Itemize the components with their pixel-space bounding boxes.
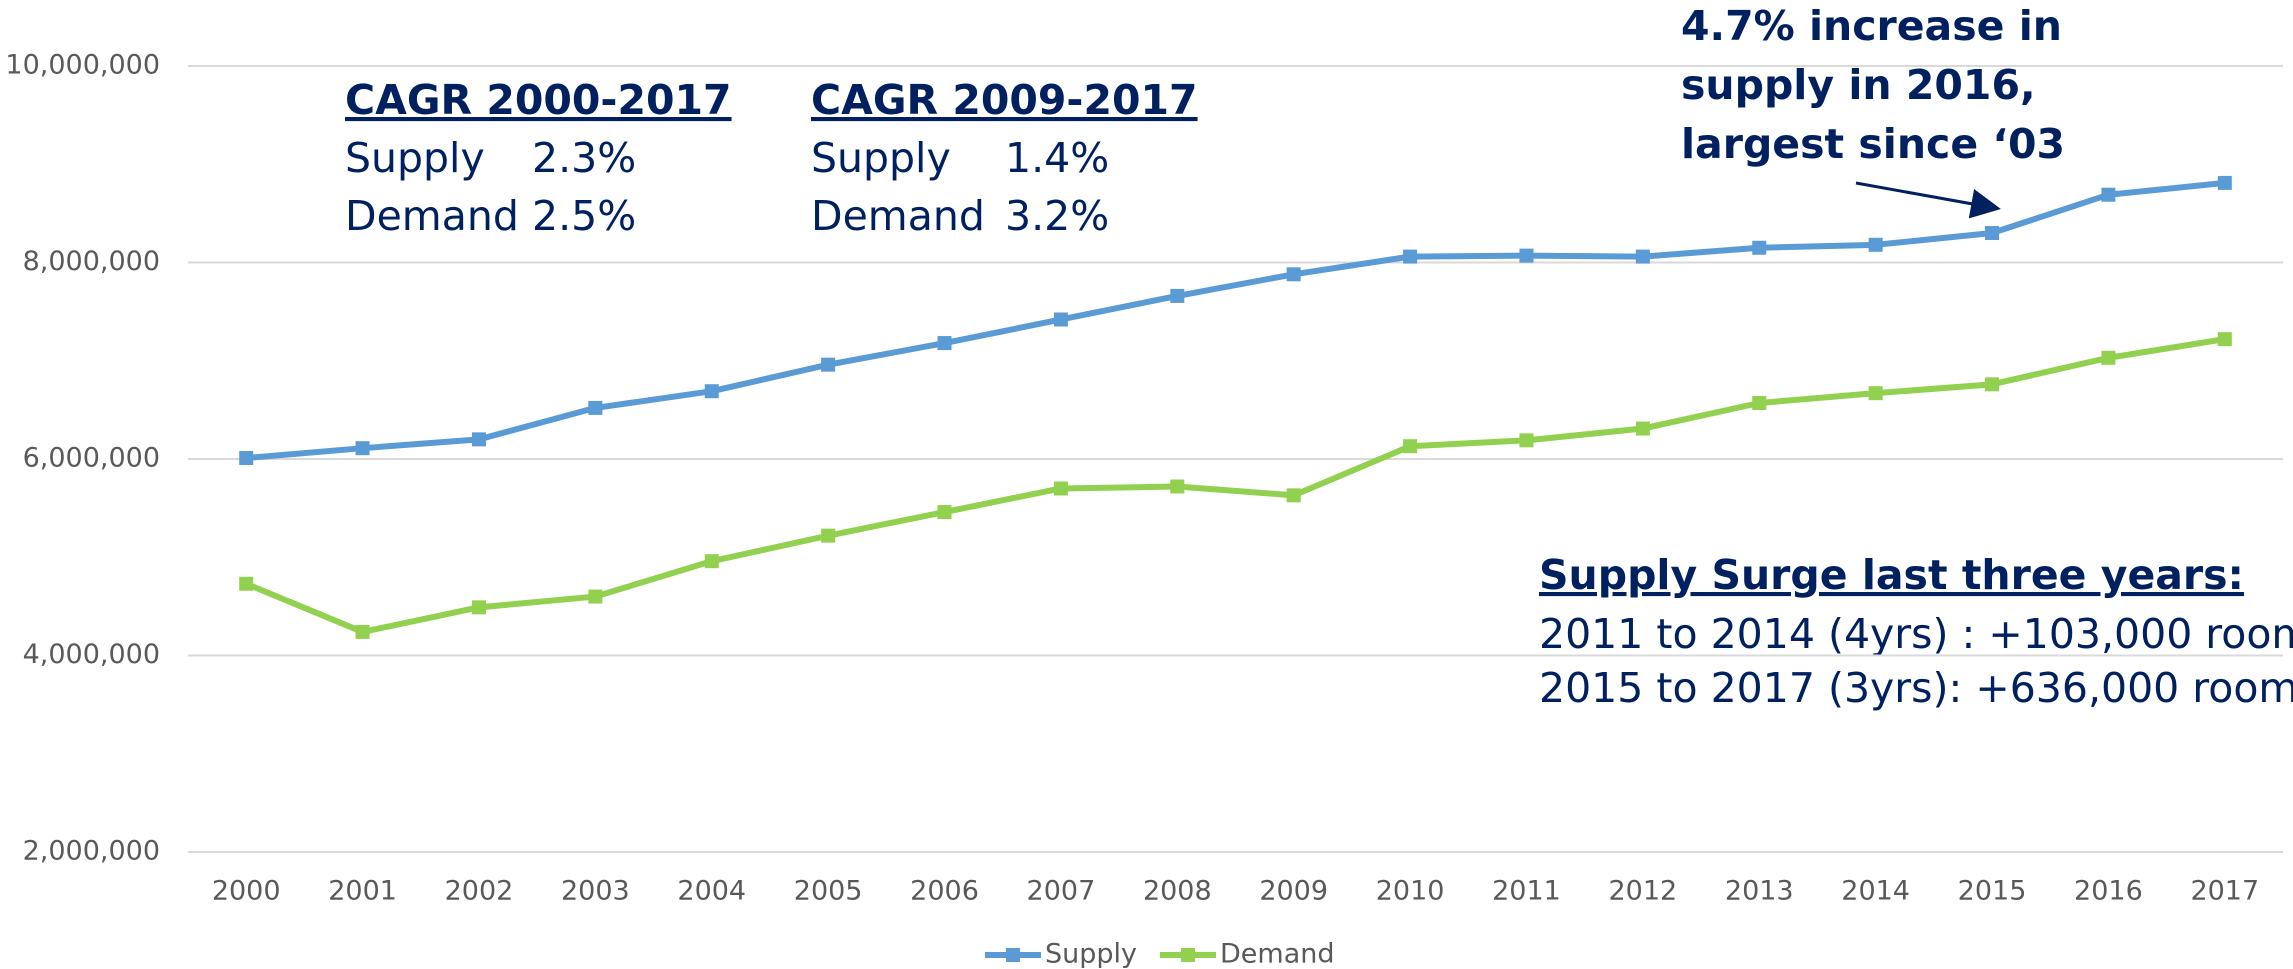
point-marker (1985, 226, 2000, 241)
annotation-arrow (1855, 181, 2001, 219)
point-marker (937, 505, 952, 520)
annotation-text: 2011 to 2014 (4yrs) : +103,000 rooms (1539, 610, 2293, 658)
x-tick-label: 2010 (1376, 876, 1445, 907)
point-marker (239, 451, 254, 466)
point-marker (2217, 175, 2232, 190)
x-tick-label: 2014 (1841, 876, 1910, 907)
point-marker (2217, 332, 2232, 347)
legend-label: Demand (1220, 939, 1335, 969)
annotation-text: 2.3% (532, 134, 636, 182)
point-marker (2101, 187, 2116, 202)
x-tick-label: 2013 (1725, 876, 1794, 907)
x-tick-label: 2006 (910, 876, 979, 907)
point-marker (1868, 237, 1883, 252)
y-tick-label: 2,000,000 (23, 836, 160, 867)
series-line (245, 336, 2226, 635)
point-marker (1053, 481, 1068, 496)
x-tick-label: 2008 (1143, 876, 1212, 907)
point-marker (471, 600, 486, 615)
x-tick-label: 2005 (794, 876, 863, 907)
x-tick-label: 2004 (677, 876, 746, 907)
annotation-text: largest since ‘03 (1681, 120, 2065, 168)
x-tick-label: 2011 (1492, 876, 1561, 907)
point-marker (239, 576, 254, 591)
legend-marker (1181, 948, 1195, 962)
point-marker (821, 528, 836, 543)
x-tick-label: 2007 (1027, 876, 1096, 907)
point-marker (937, 336, 952, 351)
annotation-text: Supply (345, 134, 485, 182)
point-marker (1635, 421, 1650, 436)
point-marker (588, 589, 603, 604)
point-marker (1286, 267, 1301, 282)
annotation-text: 2015 to 2017 (3yrs): +636,000 rooms (1539, 664, 2293, 712)
x-tick-label: 2009 (1259, 876, 1328, 907)
point-marker (704, 384, 719, 399)
x-tick-label: 2015 (1958, 876, 2027, 907)
y-tick-label: 4,000,000 (23, 639, 160, 670)
annotation-text: 3.2% (1005, 192, 1109, 240)
annotation-text: Demand (345, 192, 519, 240)
point-marker (1868, 386, 1883, 401)
legend-label: Supply (1045, 939, 1137, 969)
point-marker (1170, 479, 1185, 494)
point-marker (355, 441, 370, 456)
x-tick-label: 2002 (445, 876, 514, 907)
point-marker (1752, 395, 1767, 410)
legend-marker (1006, 948, 1020, 962)
x-tick-label: 2000 (212, 876, 281, 907)
point-marker (1519, 248, 1534, 263)
y-tick-label: 10,000,000 (5, 50, 160, 81)
point-marker (704, 554, 719, 569)
annotation-text: supply in 2016, (1681, 61, 2036, 109)
point-marker (1170, 288, 1185, 303)
series-line (245, 179, 2226, 462)
x-tick-label: 2001 (328, 876, 397, 907)
point-marker (355, 624, 370, 639)
annotation-title: CAGR 2009-2017 (811, 76, 1198, 124)
y-tick-label: 8,000,000 (23, 246, 160, 277)
point-marker (1286, 488, 1301, 503)
point-marker (1403, 439, 1418, 454)
point-marker (2101, 350, 2116, 365)
point-marker (1985, 377, 2000, 392)
point-marker (1635, 249, 1650, 264)
point-marker (1519, 433, 1534, 448)
annotation-text: 1.4% (1005, 134, 1109, 182)
x-tick-label: 2012 (1609, 876, 1678, 907)
point-marker (1053, 312, 1068, 327)
point-marker (821, 357, 836, 372)
x-tick-label: 2003 (561, 876, 630, 907)
point-marker (471, 432, 486, 447)
annotation-title: Supply Surge last three years: (1539, 551, 2244, 599)
y-tick-label: 6,000,000 (23, 443, 160, 474)
annotation-text: Demand (811, 192, 985, 240)
x-tick-label: 2016 (2074, 876, 2143, 907)
annotation-text: 2.5% (532, 192, 636, 240)
point-marker (1752, 240, 1767, 255)
annotation-text: Supply (811, 134, 951, 182)
point-marker (588, 400, 603, 415)
x-tick-label: 2017 (2190, 876, 2259, 907)
point-marker (1403, 249, 1418, 264)
annotation-text: 4.7% increase in (1681, 2, 2062, 50)
annotation-title: CAGR 2000-2017 (345, 76, 732, 124)
